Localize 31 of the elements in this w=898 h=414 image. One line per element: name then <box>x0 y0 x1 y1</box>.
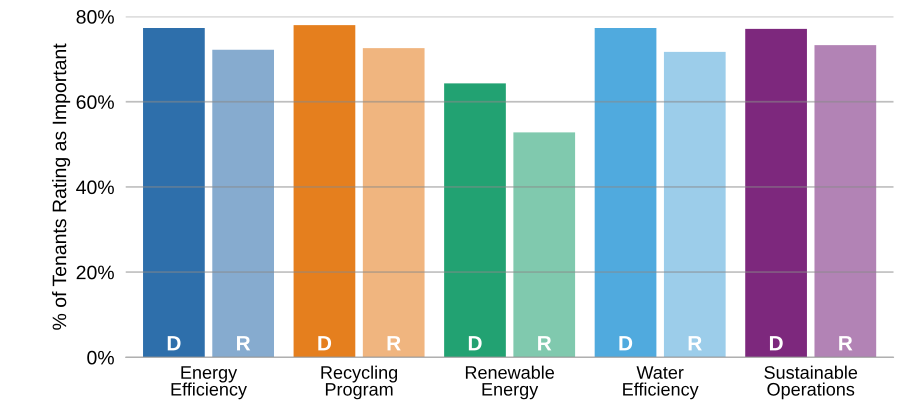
text: D <box>619 336 632 350</box>
bar <box>444 83 506 358</box>
bar <box>362 48 425 358</box>
text: R <box>388 336 401 350</box>
x-tick-label: Energy Efficiency <box>172 366 247 400</box>
x-tick-label: Recycling Program <box>321 366 398 400</box>
text: R <box>538 336 552 350</box>
text: R <box>688 336 702 350</box>
series-label: D <box>168 336 181 350</box>
text: D <box>770 336 783 350</box>
bar <box>745 28 807 358</box>
x-tick-label: Sustainable Operations <box>764 366 858 400</box>
y-tick-label: 40% <box>76 180 114 194</box>
y-tick-label: 20% <box>76 266 114 280</box>
bar <box>143 28 205 358</box>
y-tick-label: 0% <box>87 350 114 365</box>
bar <box>212 50 274 358</box>
y-tick-label: 60% <box>76 95 114 109</box>
bar <box>664 52 726 358</box>
bar <box>513 132 576 358</box>
y-tick-label: 80% <box>76 10 114 24</box>
x-tick-label: Renewable Energy <box>466 366 554 400</box>
text: D <box>318 336 332 350</box>
x-tick-label: Water Efficiency <box>623 366 699 400</box>
text: D <box>468 336 482 350</box>
bar <box>594 28 656 358</box>
y-axis-title: % of Tenants Rating as Important <box>52 43 70 330</box>
bar <box>814 45 876 358</box>
text: R <box>839 336 852 350</box>
series-label: R <box>237 336 250 350</box>
bar <box>294 25 356 358</box>
